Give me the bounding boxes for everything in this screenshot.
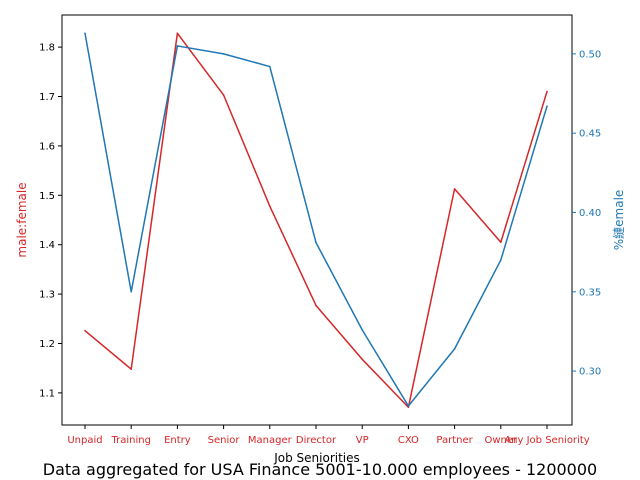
male-female-ratio-point xyxy=(546,90,548,93)
x-axis-label: Job Seniorities xyxy=(273,451,360,465)
left-y-axis: 1.1 1.2 1.3 1.4 1.5 1.6 1.7 1.8 xyxy=(39,43,62,399)
x-tick-label: VP xyxy=(356,435,369,446)
right-y-axis: 0.30 0.35 0.40 0.45 0.50 xyxy=(572,49,601,378)
male-female-ratio-point xyxy=(315,304,317,307)
x-tick-label: Senior xyxy=(208,435,241,446)
x-axis: Unpaid Training Entry Senior Manager Director… xyxy=(67,425,590,446)
x-tick-label: Training xyxy=(110,435,150,446)
x-tick-label: Owner xyxy=(484,435,518,446)
percent-female-point xyxy=(315,241,317,244)
percent-female-point xyxy=(176,45,179,47)
series-layer xyxy=(84,32,548,409)
x-tick-label: Manager xyxy=(248,435,293,446)
x-tick-label: Entry xyxy=(164,435,191,446)
male-female-ratio-point xyxy=(407,406,410,409)
x-tick-label: Partner xyxy=(436,435,473,446)
male-female-ratio-line xyxy=(84,32,548,408)
x-tick-label: Unpaid xyxy=(67,435,102,446)
right-tick-label: 0.30 xyxy=(579,367,601,378)
right-tick-label: 0.40 xyxy=(579,208,601,219)
percent-female-point xyxy=(84,32,86,35)
right-tick-label: 0.45 xyxy=(579,129,601,140)
left-tick-label: 1.7 xyxy=(39,92,55,103)
left-tick-label: 1.2 xyxy=(39,339,55,350)
left-tick-label: 1.1 xyxy=(39,388,55,399)
male-female-ratio-point xyxy=(222,94,225,96)
right-tick-label: 0.35 xyxy=(579,287,601,298)
male-female-ratio-point xyxy=(176,32,179,35)
male-female-ratio-point xyxy=(130,368,132,370)
percent-female-point xyxy=(361,329,364,331)
x-tick-label: Director xyxy=(296,435,337,446)
percent-female-point xyxy=(500,259,502,261)
left-tick-label: 1.5 xyxy=(39,191,55,202)
percent-female-point xyxy=(269,65,271,68)
percent-female-point xyxy=(130,290,132,293)
left-tick-label: 1.6 xyxy=(39,141,55,152)
right-y-axis-label: %縺emale xyxy=(612,190,626,251)
percent-female-point xyxy=(453,348,456,350)
chart-caption: Data aggregated for USA Finance 5001-10.… xyxy=(43,460,597,479)
right-tick-label: 0.50 xyxy=(579,49,601,60)
percent-female-point xyxy=(407,405,410,407)
x-tick-label: Any Job Seniority xyxy=(504,435,589,446)
percent-female-point xyxy=(222,53,225,55)
x-tick-label: CXO xyxy=(398,435,419,446)
male-female-ratio-point xyxy=(361,358,364,361)
plot-frame xyxy=(61,14,573,426)
male-female-ratio-point xyxy=(84,329,86,332)
left-tick-label: 1.4 xyxy=(39,240,55,251)
percent-female-line xyxy=(84,33,548,407)
male-female-ratio-point xyxy=(269,205,271,207)
left-tick-label: 1.8 xyxy=(39,43,55,54)
male-female-ratio-point xyxy=(500,241,502,244)
left-y-axis-label: male:female xyxy=(15,182,29,257)
left-tick-label: 1.3 xyxy=(39,290,55,301)
percent-female-point xyxy=(546,105,548,107)
male-female-ratio-point xyxy=(453,188,456,190)
